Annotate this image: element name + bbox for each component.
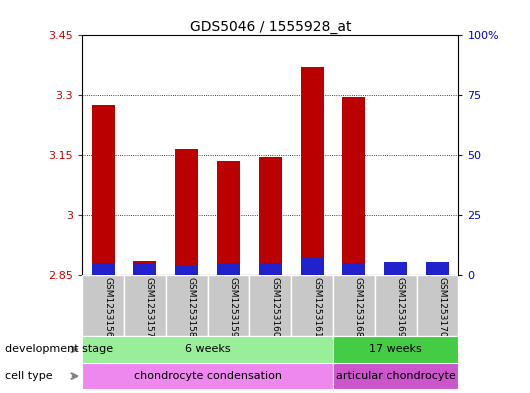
Bar [175, 266, 198, 275]
Text: GSM1253160: GSM1253160 [270, 277, 279, 338]
Text: articular chondrocyte: articular chondrocyte [336, 371, 456, 381]
Bar [333, 363, 458, 389]
Text: GSM1253168: GSM1253168 [354, 277, 363, 338]
Bar [208, 275, 250, 336]
Bar [384, 273, 407, 275]
Text: GSM1253158: GSM1253158 [187, 277, 196, 338]
Bar [301, 258, 324, 275]
Bar [342, 263, 365, 275]
Text: GSM1253159: GSM1253159 [228, 277, 237, 338]
Text: cell type: cell type [5, 371, 53, 381]
Bar [426, 270, 449, 275]
Bar [333, 336, 458, 363]
Bar [333, 275, 375, 336]
Bar [92, 263, 114, 275]
Bar [82, 363, 333, 389]
Bar [175, 149, 198, 275]
Bar [291, 275, 333, 336]
Text: 6 weeks: 6 weeks [185, 344, 231, 354]
Bar [301, 67, 324, 275]
Bar [82, 275, 124, 336]
Bar [259, 157, 282, 275]
Bar [134, 263, 156, 275]
Bar [166, 275, 208, 336]
Bar [217, 161, 240, 275]
Title: GDS5046 / 1555928_at: GDS5046 / 1555928_at [190, 20, 351, 34]
Text: GSM1253157: GSM1253157 [145, 277, 154, 338]
Bar [342, 97, 365, 275]
Bar [92, 105, 114, 275]
Text: chondrocyte condensation: chondrocyte condensation [134, 371, 281, 381]
Bar [384, 262, 407, 275]
Bar [217, 263, 240, 275]
Bar [124, 275, 166, 336]
Text: GSM1253161: GSM1253161 [312, 277, 321, 338]
Bar [259, 263, 282, 275]
Text: 17 weeks: 17 weeks [369, 344, 422, 354]
Bar [134, 261, 156, 275]
Text: GSM1253169: GSM1253169 [396, 277, 405, 338]
Bar [426, 262, 449, 275]
Text: GSM1253156: GSM1253156 [103, 277, 112, 338]
Bar [417, 275, 458, 336]
Bar [375, 275, 417, 336]
Bar [82, 336, 333, 363]
Bar [250, 275, 291, 336]
Text: GSM1253170: GSM1253170 [438, 277, 447, 338]
Text: development stage: development stage [5, 344, 113, 354]
